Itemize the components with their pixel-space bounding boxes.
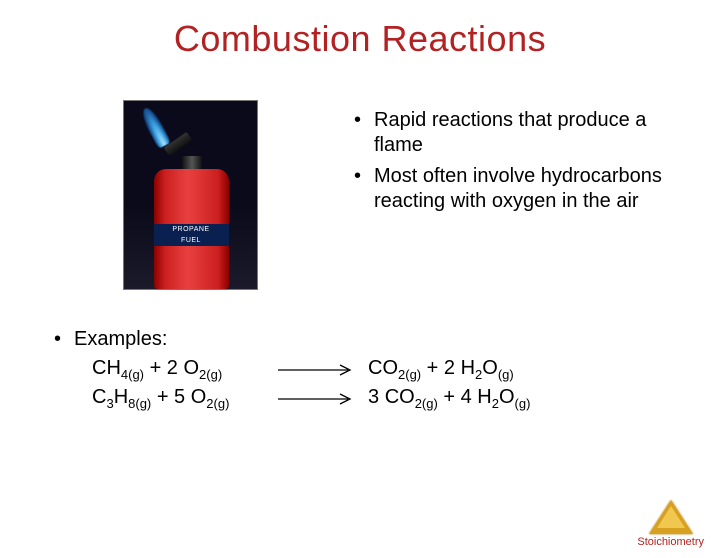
flame-icon <box>138 105 170 149</box>
formula-text: + 2 O <box>144 357 199 379</box>
equation-lhs: C3H8(g) + 5 O2(g) <box>92 386 272 411</box>
formula-text: CO <box>368 357 398 379</box>
propane-canister: PROPANE FUEL <box>154 169 229 289</box>
reaction-arrow-icon <box>272 363 362 377</box>
equation-lhs: CH4(g) + 2 O2(g) <box>92 357 272 382</box>
examples-heading: Examples: <box>52 328 720 351</box>
equation-rhs: CO2(g) + 2 H2O(g) <box>362 357 720 382</box>
state-label: (g) <box>498 367 514 382</box>
formula-text: CO <box>385 386 415 408</box>
subscript: 3 <box>106 396 113 411</box>
state-label: (g) <box>405 367 421 382</box>
subscript: 2 <box>206 396 213 411</box>
formula-text: H <box>114 386 128 408</box>
equation-rhs: 3 CO2(g) + 4 H2O(g) <box>362 386 720 411</box>
torch-image: PROPANE FUEL <box>123 100 258 290</box>
state-label: (g) <box>206 367 222 382</box>
state-label: (g) <box>515 396 531 411</box>
equation-row: CH4(g) + 2 O2(g) CO2(g) + 2 H2O(g) <box>92 357 720 382</box>
page-title: Combustion Reactions <box>0 18 720 60</box>
state-label: (g) <box>214 396 230 411</box>
canister-label: PROPANE FUEL <box>154 224 229 246</box>
formula-text: O <box>482 357 498 379</box>
formula-text: + 5 O <box>151 386 206 408</box>
footer-label: Stoichiometry <box>637 536 704 548</box>
bullet-item: Rapid reactions that produce a flame <box>350 108 680 158</box>
formula-text: 3 <box>368 386 385 408</box>
content-row: PROPANE FUEL Rapid reactions that produc… <box>0 100 720 290</box>
formula-text: + 2 H <box>421 357 475 379</box>
formula-text: O <box>499 386 515 408</box>
bullet-item: Most often involve hydrocarbons reacting… <box>350 164 680 214</box>
footer-badge: Stoichiometry <box>637 500 704 548</box>
examples-section: Examples: CH4(g) + 2 O2(g) CO2(g) + 2 H2… <box>0 328 720 411</box>
subscript: 2 <box>492 396 499 411</box>
equation-row: C3H8(g) + 5 O2(g) 3 CO2(g) + 4 H2O(g) <box>92 386 720 411</box>
formula-text: CH <box>92 357 121 379</box>
subscript: 2 <box>415 396 422 411</box>
image-area: PROPANE FUEL <box>40 100 340 290</box>
bullet-list: Rapid reactions that produce a flame Mos… <box>340 100 680 290</box>
formula-text: C <box>92 386 106 408</box>
canister-label-line1: PROPANE <box>172 226 209 233</box>
formula-text: + 4 H <box>438 386 492 408</box>
state-label: (g) <box>128 367 144 382</box>
triangle-icon <box>649 500 693 534</box>
reaction-arrow-icon <box>272 392 362 406</box>
canister-label-line2: FUEL <box>181 237 201 244</box>
state-label: (g) <box>422 396 438 411</box>
state-label: (g) <box>135 396 151 411</box>
